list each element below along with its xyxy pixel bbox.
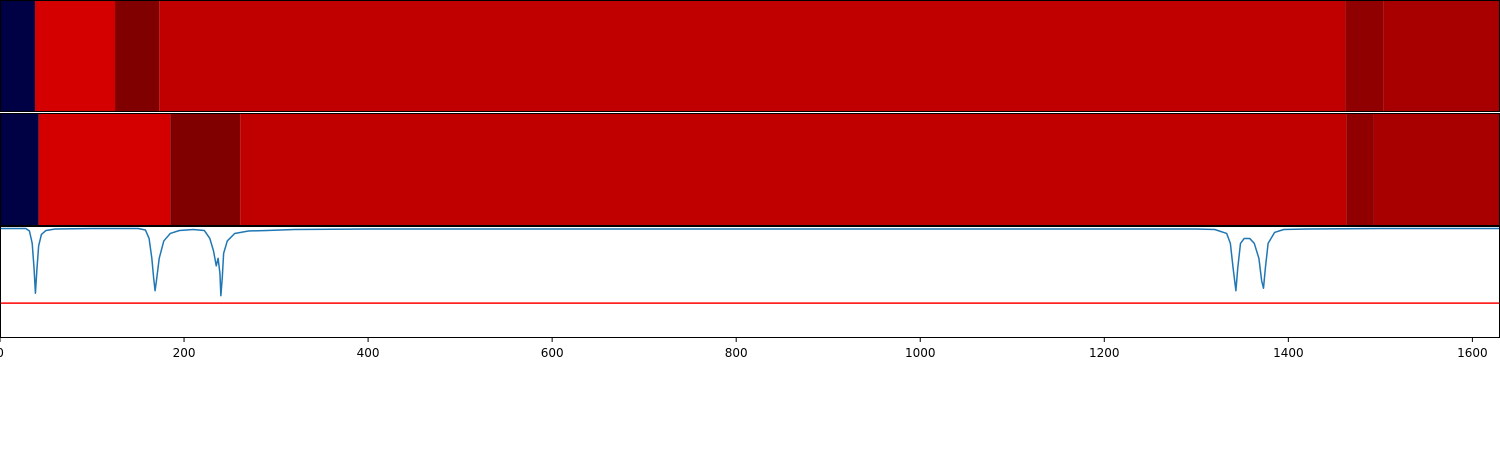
- heatmap-1-segment-5: [1345, 0, 1384, 112]
- x-tick-label-400: 400: [357, 346, 380, 360]
- heatmap-2-segment-3: [170, 113, 241, 226]
- heatmap-1-segment-6: [1383, 0, 1500, 112]
- x-tick-label-1600: 1600: [1457, 346, 1488, 360]
- heatmap-1-segment-1: [0, 0, 35, 112]
- x-axis: 0 200 400 600 800 1000 1200 1400 1600: [0, 338, 1488, 360]
- series-line-1: [0, 227, 1500, 297]
- x-tick-label-0: 0: [0, 346, 4, 360]
- x-tick-label-800: 800: [725, 346, 748, 360]
- x-tick-label-200: 200: [173, 346, 196, 360]
- heatmap-middle: [0, 113, 1500, 226]
- line-panel-frame: [0, 226, 1500, 338]
- heatmap-1-segment-4: [159, 0, 1346, 112]
- x-tick-label-1000: 1000: [905, 346, 936, 360]
- heatmap-2-segment-4: [240, 113, 1347, 226]
- heatmap-top: [0, 0, 1500, 112]
- heatmap-1-segment-3: [115, 0, 160, 112]
- x-tick-label-1200: 1200: [1089, 346, 1120, 360]
- heatmap-2-segment-6: [1373, 113, 1500, 226]
- heatmap-2-segment-2: [38, 113, 171, 226]
- heatmap-2-segment-1: [0, 113, 39, 226]
- heatmap-2-segment-5: [1346, 113, 1374, 226]
- x-tick-label-600: 600: [541, 346, 564, 360]
- heatmap-1-segment-2: [34, 0, 116, 112]
- x-tick-label-1400: 1400: [1273, 346, 1304, 360]
- line-panel: [0, 226, 1500, 338]
